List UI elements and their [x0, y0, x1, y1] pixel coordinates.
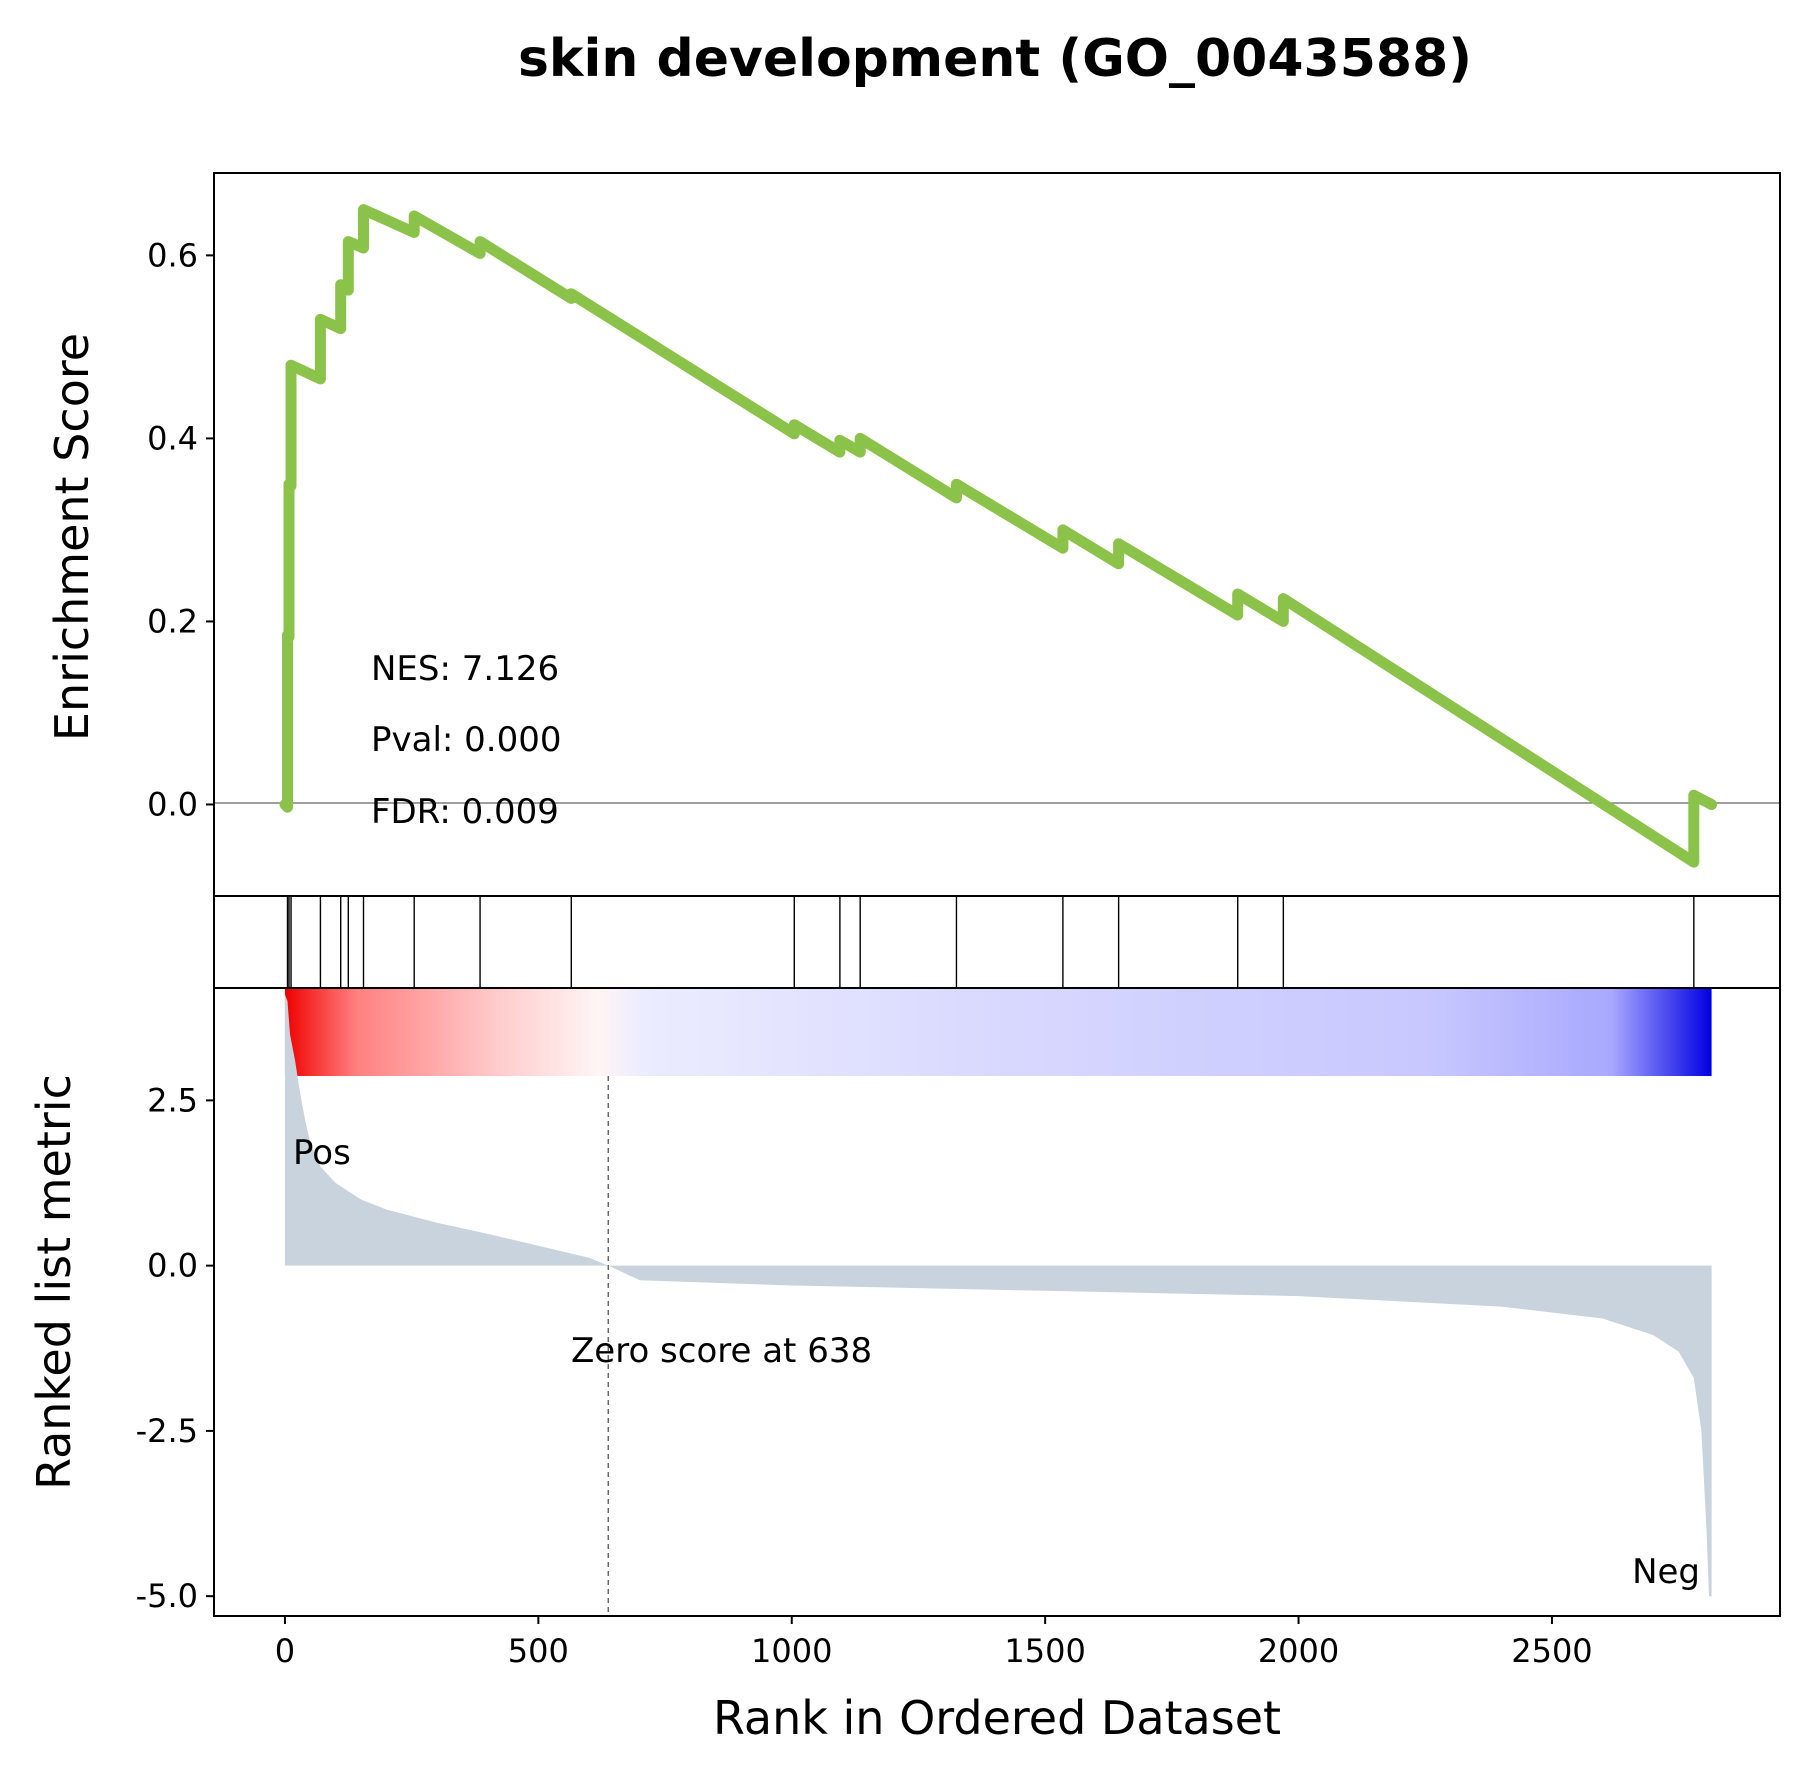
ranked-ylabel: Ranked list metric [27, 1074, 81, 1490]
fdr-annotation: FDR: 0.009 [371, 792, 559, 832]
ranked-ytick-label: 2.5 [147, 1081, 198, 1119]
chart-title: skin development (GO_0043588) [518, 29, 1472, 89]
es-ytick-label: 0.4 [147, 419, 198, 457]
enrichment-score-line [279, 204, 1718, 868]
ranked-frame [213, 987, 1781, 1617]
ranked-metric-area [285, 994, 1712, 1597]
neg-label: Neg [1632, 1552, 1700, 1592]
ranked-ytick-label: -2.5 [136, 1412, 198, 1450]
es-ytick-label: 0.2 [147, 602, 198, 640]
es-ylabel: Enrichment Score [45, 333, 99, 741]
ranked-ytick-label: -5.0 [136, 1577, 198, 1615]
hits-panel [213, 895, 1781, 989]
pval-annotation: Pval: 0.000 [371, 720, 562, 760]
x-tick-label: 1500 [1004, 1632, 1085, 1670]
es-y-axis: 0.0 0.2 0.4 0.6 [147, 236, 214, 823]
es-ytick-label: 0.0 [147, 785, 198, 823]
hits-frame [213, 895, 1781, 989]
rank-heatmap [284, 988, 1712, 1076]
nes-annotation: NES: 7.126 [371, 649, 559, 689]
x-tick-label: 2000 [1258, 1632, 1339, 1670]
enrichment-panel: NES: 7.126 Pval: 0.000 FDR: 0.009 0.0 0.2… [45, 172, 1781, 897]
enrichment-frame [213, 172, 1781, 897]
ranked-ytick-label: 0.0 [147, 1247, 198, 1285]
x-tick-label: 1000 [751, 1632, 832, 1670]
hit-markers [286, 896, 1695, 988]
ranked-panel: Zero score at 638 Pos Neg -5.0 -2.5 0.0 2.5… [27, 987, 1781, 1617]
x-axis-label: Rank in Ordered Dataset [713, 1691, 1281, 1745]
es-ytick-label: 0.6 [147, 236, 198, 274]
x-tick-label: 2500 [1511, 1632, 1592, 1670]
x-tick-label: 500 [508, 1632, 569, 1670]
ranked-y-axis: -5.0 -2.5 0.0 2.5 [136, 1081, 214, 1615]
x-tick-label: 0 [275, 1632, 295, 1670]
pos-label: Pos [293, 1133, 351, 1173]
x-axis: 0 500 1000 1500 2000 2500 [275, 1616, 1593, 1670]
zero-score-label: Zero score at 638 [571, 1331, 872, 1371]
